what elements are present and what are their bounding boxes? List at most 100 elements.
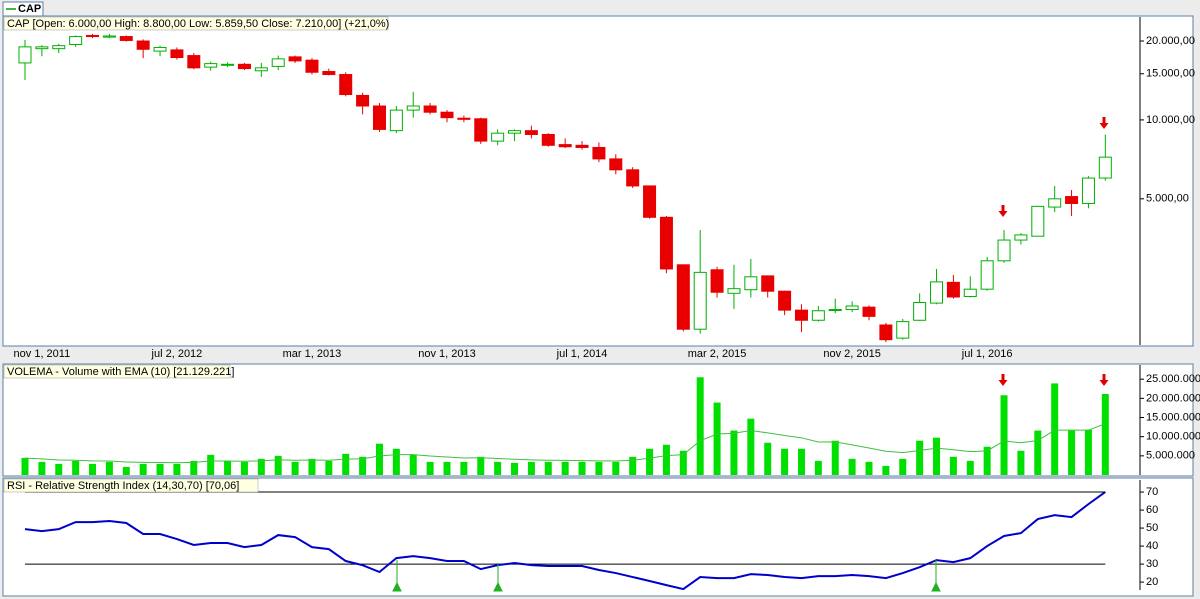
candle-body: [474, 118, 488, 142]
volume-bar: [612, 461, 620, 475]
volume-bar: [865, 461, 873, 475]
buy-triangle: [392, 581, 402, 592]
candle-body: [389, 109, 403, 132]
x-tick-label: jul 1, 2014: [556, 348, 608, 360]
candle-body: [372, 105, 386, 130]
volume-bar: [240, 461, 248, 475]
candle-body: [862, 306, 876, 317]
candle-body: [69, 36, 83, 45]
candle-body: [305, 59, 319, 73]
price-label-bg: [3, 16, 389, 31]
candle-body: [339, 74, 353, 96]
volume-bar: [190, 460, 198, 475]
volume-bar: [89, 463, 97, 475]
candle-body: [52, 45, 66, 50]
volume-bar: [173, 463, 181, 475]
x-tick-label: jul 1, 2016: [961, 348, 1013, 360]
candle-body: [1081, 177, 1095, 204]
volume-bar: [308, 458, 316, 475]
x-tick-label: mar 1, 2013: [283, 348, 342, 360]
volume-bar: [713, 402, 721, 475]
rsi-label-bg: [3, 478, 259, 493]
volume-bar: [207, 454, 215, 475]
volume-bar: [443, 461, 451, 475]
volume-bar: [55, 463, 63, 475]
candle-body: [811, 310, 825, 321]
x-tick-label: nov 2, 2015: [823, 348, 881, 360]
candle-body: [761, 275, 775, 292]
volume-bar: [1084, 429, 1092, 475]
volume-bar: [831, 440, 839, 475]
volume-bar: [477, 456, 485, 475]
volume-bar: [561, 461, 569, 475]
y-tick-label: 15.000,00: [1146, 68, 1195, 80]
candle-body: [963, 288, 977, 297]
volume-bar: [224, 460, 232, 475]
volume-bar: [1068, 430, 1076, 475]
volume-bar: [730, 430, 738, 475]
candle-body: [221, 63, 235, 66]
candle-body: [491, 132, 505, 142]
volume-bar: [21, 457, 29, 475]
candle-body: [845, 305, 859, 311]
candle-body: [727, 288, 741, 294]
y-tick-label: 50: [1146, 522, 1158, 534]
candle-body: [1065, 196, 1079, 204]
candle-body: [828, 309, 842, 312]
candle-body: [457, 117, 471, 120]
candle-body: [440, 111, 454, 119]
candle-body: [794, 309, 808, 321]
candle-body: [609, 158, 623, 171]
candle-body: [575, 144, 589, 148]
volume-bar: [966, 460, 974, 475]
volume-bar: [764, 442, 772, 475]
ema-line: [24, 423, 1106, 464]
x-tick-label: nov 1, 2011: [14, 348, 71, 360]
candle-body: [592, 146, 606, 160]
volume-bar: [595, 461, 603, 475]
y-tick-label: 20.000,00: [1146, 35, 1195, 47]
x-tick-label: nov 1, 2013: [418, 348, 476, 360]
candle-body: [558, 144, 572, 148]
candle-body: [710, 269, 724, 293]
volume-bar: [325, 460, 333, 475]
volume-bar: [72, 460, 80, 475]
y-tick-label: 10.000,00: [1146, 114, 1195, 126]
volume-bar: [882, 465, 890, 475]
candle-body: [1048, 198, 1062, 208]
buy-triangle: [493, 581, 503, 592]
candle-body: [322, 71, 336, 76]
candle-body: [170, 49, 184, 59]
volume-bar: [1101, 394, 1109, 475]
volume-bar: [797, 448, 805, 475]
volume-bar: [916, 440, 924, 475]
volume-bar: [1051, 383, 1059, 475]
candle-body: [187, 55, 201, 69]
y-tick-label: 5.000.000: [1146, 450, 1195, 462]
candle-body: [423, 105, 437, 113]
candle-body: [35, 46, 49, 50]
volume-bar: [696, 377, 704, 475]
candle-body: [626, 169, 640, 187]
volume-bar: [544, 461, 552, 475]
candle-body: [237, 63, 251, 70]
candle-body: [980, 260, 994, 290]
price-panel: [2, 15, 1194, 347]
volume-bar: [392, 448, 400, 475]
candle-body: [659, 216, 673, 270]
volume-panel: [2, 363, 1194, 477]
candle-body: [288, 56, 302, 62]
candle-body: [1098, 156, 1112, 179]
y-tick-label: 15.000.000: [1146, 411, 1200, 423]
tab-label[interactable]: CAP: [18, 3, 41, 15]
sell-arrow: [998, 374, 1008, 386]
volume-bar: [662, 444, 670, 475]
sell-arrow: [1099, 117, 1109, 129]
candle-body: [271, 58, 285, 67]
candle-body: [254, 67, 268, 72]
y-tick-label: 60: [1146, 504, 1158, 516]
volume-bar: [527, 461, 535, 475]
candle-body: [86, 34, 100, 38]
candle-body: [18, 46, 32, 64]
